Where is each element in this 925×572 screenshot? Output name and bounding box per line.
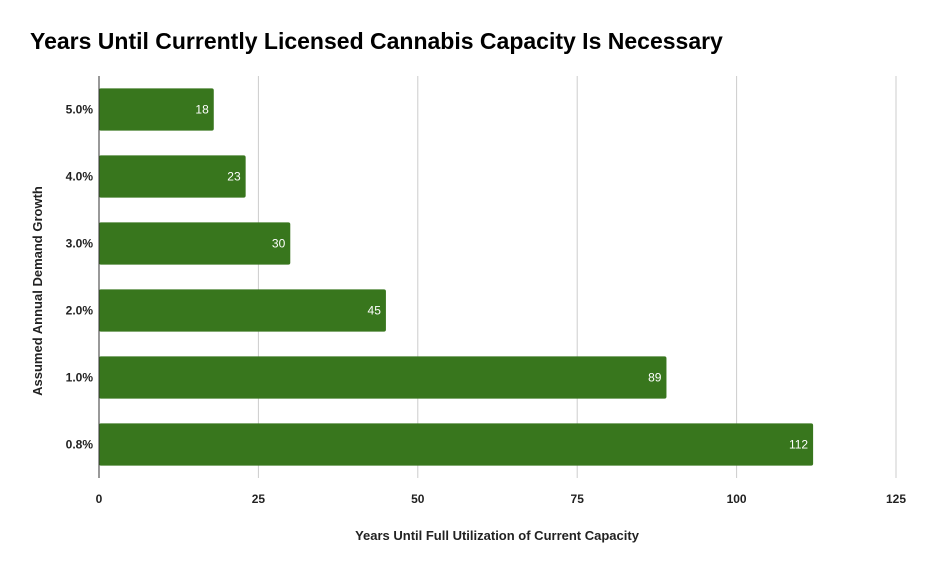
x-axis-title: Years Until Full Utilization of Current …	[355, 528, 640, 543]
data-label: 45	[368, 304, 382, 318]
y-axis-title: Assumed Annual Demand Growth	[30, 186, 45, 396]
bar	[99, 155, 246, 198]
bar	[99, 356, 667, 399]
bars	[99, 88, 814, 466]
x-tick-label: 125	[886, 492, 906, 506]
data-label: 30	[272, 237, 286, 251]
bar	[99, 423, 814, 466]
bar	[99, 88, 214, 131]
x-tick-label: 25	[252, 492, 266, 506]
labels: 0 25 50 75 100 125 5.0% 18 4.0% 23 3.0% 30 2.0% 45 1.0…	[66, 103, 907, 507]
data-label: 89	[648, 371, 662, 385]
x-tick-label: 75	[571, 492, 585, 506]
data-label: 23	[227, 170, 241, 184]
y-tick-label: 3.0%	[66, 237, 94, 251]
bar	[99, 222, 291, 265]
y-tick-label: 2.0%	[66, 304, 94, 318]
chart-title: Years Until Currently Licensed Cannabis …	[30, 28, 723, 54]
gridlines	[257, 76, 897, 478]
x-tick-label: 100	[727, 492, 747, 506]
data-label: 112	[789, 438, 808, 452]
y-tick-label: 1.0%	[66, 371, 94, 385]
y-tick-label: 5.0%	[66, 103, 94, 117]
data-label: 18	[195, 103, 209, 117]
bar	[99, 289, 386, 332]
x-tick-label: 50	[411, 492, 425, 506]
x-tick-label: 0	[96, 492, 103, 506]
y-tick-label: 4.0%	[66, 170, 94, 184]
y-tick-label: 0.8%	[66, 438, 94, 452]
